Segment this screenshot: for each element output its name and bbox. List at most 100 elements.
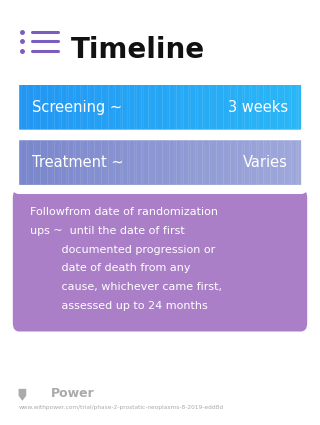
FancyBboxPatch shape xyxy=(212,140,214,185)
FancyBboxPatch shape xyxy=(57,140,60,185)
FancyBboxPatch shape xyxy=(188,140,191,185)
FancyBboxPatch shape xyxy=(270,140,273,185)
FancyBboxPatch shape xyxy=(85,140,88,185)
FancyBboxPatch shape xyxy=(130,85,132,130)
FancyBboxPatch shape xyxy=(123,140,125,185)
FancyBboxPatch shape xyxy=(13,189,307,332)
Text: Varies: Varies xyxy=(243,155,288,170)
FancyBboxPatch shape xyxy=(226,85,228,130)
FancyBboxPatch shape xyxy=(31,140,34,185)
FancyBboxPatch shape xyxy=(141,85,144,130)
FancyBboxPatch shape xyxy=(235,140,238,185)
FancyBboxPatch shape xyxy=(64,85,67,130)
FancyBboxPatch shape xyxy=(247,140,250,185)
FancyBboxPatch shape xyxy=(90,85,92,130)
FancyBboxPatch shape xyxy=(289,85,292,130)
FancyBboxPatch shape xyxy=(270,85,273,130)
FancyBboxPatch shape xyxy=(50,85,52,130)
FancyBboxPatch shape xyxy=(19,140,22,185)
FancyBboxPatch shape xyxy=(24,85,27,130)
FancyBboxPatch shape xyxy=(221,85,224,130)
FancyBboxPatch shape xyxy=(33,85,36,130)
Polygon shape xyxy=(19,389,26,401)
FancyBboxPatch shape xyxy=(50,140,52,185)
FancyBboxPatch shape xyxy=(207,140,210,185)
FancyBboxPatch shape xyxy=(73,140,76,185)
FancyBboxPatch shape xyxy=(97,85,99,130)
FancyBboxPatch shape xyxy=(294,140,296,185)
FancyBboxPatch shape xyxy=(21,85,24,130)
FancyBboxPatch shape xyxy=(282,85,285,130)
Text: Timeline: Timeline xyxy=(70,36,204,64)
FancyBboxPatch shape xyxy=(101,85,104,130)
FancyBboxPatch shape xyxy=(36,85,38,130)
FancyBboxPatch shape xyxy=(38,140,41,185)
FancyBboxPatch shape xyxy=(97,140,99,185)
FancyBboxPatch shape xyxy=(228,140,231,185)
FancyBboxPatch shape xyxy=(214,140,217,185)
FancyBboxPatch shape xyxy=(57,85,60,130)
FancyBboxPatch shape xyxy=(216,140,219,185)
FancyBboxPatch shape xyxy=(249,140,252,185)
FancyBboxPatch shape xyxy=(108,140,111,185)
FancyBboxPatch shape xyxy=(160,85,163,130)
Text: assessed up to 24 months: assessed up to 24 months xyxy=(30,301,208,311)
FancyBboxPatch shape xyxy=(99,85,102,130)
FancyBboxPatch shape xyxy=(59,140,62,185)
FancyBboxPatch shape xyxy=(113,85,116,130)
FancyBboxPatch shape xyxy=(47,140,50,185)
FancyBboxPatch shape xyxy=(202,85,205,130)
FancyBboxPatch shape xyxy=(127,140,130,185)
FancyBboxPatch shape xyxy=(87,85,90,130)
FancyBboxPatch shape xyxy=(21,140,24,185)
FancyBboxPatch shape xyxy=(61,140,64,185)
FancyBboxPatch shape xyxy=(174,140,177,185)
FancyBboxPatch shape xyxy=(52,140,55,185)
FancyBboxPatch shape xyxy=(242,85,245,130)
FancyBboxPatch shape xyxy=(111,85,113,130)
FancyBboxPatch shape xyxy=(125,85,127,130)
FancyBboxPatch shape xyxy=(134,85,137,130)
FancyBboxPatch shape xyxy=(158,85,160,130)
FancyBboxPatch shape xyxy=(141,140,144,185)
FancyBboxPatch shape xyxy=(144,140,146,185)
FancyBboxPatch shape xyxy=(113,140,116,185)
FancyBboxPatch shape xyxy=(127,85,130,130)
FancyBboxPatch shape xyxy=(155,140,158,185)
FancyBboxPatch shape xyxy=(73,85,76,130)
FancyBboxPatch shape xyxy=(26,140,29,185)
Text: cause, whichever came first,: cause, whichever came first, xyxy=(30,282,222,292)
FancyBboxPatch shape xyxy=(160,140,163,185)
Text: 3 weeks: 3 weeks xyxy=(228,100,288,115)
FancyBboxPatch shape xyxy=(83,85,85,130)
FancyBboxPatch shape xyxy=(92,85,95,130)
FancyBboxPatch shape xyxy=(183,85,186,130)
FancyBboxPatch shape xyxy=(165,140,167,185)
FancyBboxPatch shape xyxy=(219,140,221,185)
FancyBboxPatch shape xyxy=(76,140,78,185)
FancyBboxPatch shape xyxy=(237,140,240,185)
FancyBboxPatch shape xyxy=(146,85,148,130)
FancyBboxPatch shape xyxy=(181,140,184,185)
FancyBboxPatch shape xyxy=(230,140,233,185)
FancyBboxPatch shape xyxy=(287,140,289,185)
Text: www.withpower.com/trial/phase-2-prostatic-neoplasms-8-2019-edd8d: www.withpower.com/trial/phase-2-prostati… xyxy=(19,405,224,410)
Text: Followfrom date of randomization: Followfrom date of randomization xyxy=(30,207,219,217)
FancyBboxPatch shape xyxy=(188,85,191,130)
FancyBboxPatch shape xyxy=(90,140,92,185)
Text: date of death from any: date of death from any xyxy=(30,264,191,273)
Text: ups ~  until the date of first: ups ~ until the date of first xyxy=(30,226,185,236)
FancyBboxPatch shape xyxy=(266,140,268,185)
FancyBboxPatch shape xyxy=(151,85,153,130)
FancyBboxPatch shape xyxy=(233,85,236,130)
FancyBboxPatch shape xyxy=(24,140,27,185)
FancyBboxPatch shape xyxy=(259,140,261,185)
FancyBboxPatch shape xyxy=(282,140,285,185)
FancyBboxPatch shape xyxy=(45,140,48,185)
FancyBboxPatch shape xyxy=(289,140,292,185)
Text: Treatment ~: Treatment ~ xyxy=(32,155,124,170)
FancyBboxPatch shape xyxy=(137,85,139,130)
FancyBboxPatch shape xyxy=(130,140,132,185)
FancyBboxPatch shape xyxy=(59,85,62,130)
FancyBboxPatch shape xyxy=(92,140,95,185)
